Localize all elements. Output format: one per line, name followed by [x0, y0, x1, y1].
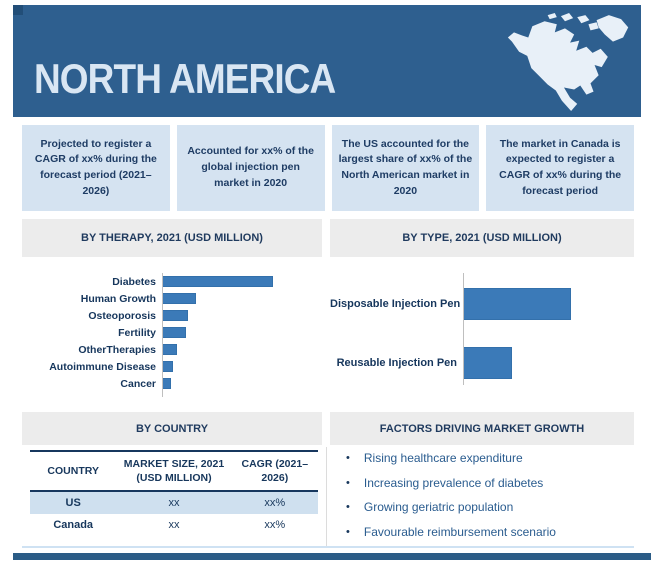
chart-row: Autoimmune Disease [22, 358, 322, 375]
bullet-icon: • [346, 501, 350, 514]
chart-label: Autoimmune Disease [49, 360, 156, 373]
page-title: NORTH AMERICA [34, 55, 336, 102]
country-table-row: US xx xx% [30, 491, 318, 515]
header-banner: NORTH AMERICA [13, 5, 641, 117]
section-title-by-therapy: BY THERAPY, 2021 (USD MILLION) [22, 219, 322, 257]
country-table-header-country: COUNTRY [47, 465, 99, 478]
therapy-bar-chart: Diabetes Human Growth Osteoporosis Fertilit… [22, 273, 322, 397]
chart-label: Disposable Injection Pen [330, 298, 461, 310]
stat-box-4: The market in Canada is expected to regi… [486, 125, 634, 211]
chart-bar [163, 378, 171, 389]
stat-box-3: The US accounted for the largest share o… [331, 125, 480, 211]
chart-row: Cancer [22, 375, 322, 392]
country-table-header: COUNTRY MARKET SIZE, 2021 (USD MILLION) … [30, 451, 318, 492]
section-title-by-type: BY TYPE, 2021 (USD MILLION) [330, 219, 634, 257]
chart-label: Human Growth [80, 292, 156, 305]
chart-bar [464, 347, 512, 379]
factor-item: • Rising healthcare expenditure [340, 451, 632, 465]
factor-text: Favourable reimbursement scenario [363, 525, 556, 540]
corner-accent-square [13, 5, 23, 15]
chart-row: Diabetes [22, 273, 322, 290]
chart-row: Fertility [22, 324, 322, 341]
country-table-row: Canada xx xx% [30, 514, 318, 536]
stat-boxes: Projected to register a CAGR of xx% duri… [22, 125, 634, 211]
table-cell: Canada [53, 519, 94, 532]
chart-label: Reusable Injection Pen [336, 357, 457, 369]
chart-bar [163, 327, 186, 338]
chart-label: Diabetes [112, 275, 156, 288]
factor-item: • Growing geriatric population [340, 501, 632, 514]
factors-list: • Rising healthcare expenditure • Increasin… [340, 451, 632, 551]
section-title-by-country: BY COUNTRY [22, 412, 322, 445]
chart-row: Human Growth [22, 290, 322, 307]
section-title-factors: FACTORS DRIVING MARKET GROWTH [330, 412, 634, 445]
bullet-icon: • [346, 476, 350, 489]
chart-row: OtherTherapies [22, 341, 322, 358]
column-divider [326, 447, 327, 547]
chart-bar [163, 344, 177, 355]
chart-row: Reusable Injection Pen [330, 347, 634, 379]
stat-box-2: Accounted for xx% of the global injectio… [176, 125, 325, 211]
type-chart-axis [463, 273, 464, 385]
chart-bar [163, 276, 273, 287]
factor-text: Increasing prevalence of diabetes [363, 475, 544, 490]
country-table: COUNTRY MARKET SIZE, 2021 (USD MILLION) … [30, 450, 318, 536]
bottom-accent-bar [13, 553, 651, 560]
table-cell: xx [168, 497, 180, 510]
chart-row: Disposable Injection Pen [330, 288, 634, 320]
bottom-separator-line [22, 546, 634, 548]
table-cell: xx% [264, 497, 286, 510]
chart-label: Cancer [120, 377, 156, 390]
factor-text: Growing geriatric population [363, 500, 514, 515]
table-cell: US [65, 497, 81, 510]
chart-bar [163, 310, 188, 321]
factor-item: • Favourable reimbursement scenario [340, 525, 632, 540]
chart-label: Fertility [118, 326, 156, 339]
chart-label: OtherTherapies [78, 343, 156, 356]
table-cell: xx [168, 519, 180, 532]
chart-row: Osteoporosis [22, 307, 322, 324]
type-bar-chart: Disposable Injection Pen Reusable Injecti… [330, 265, 634, 405]
therapy-chart-axis [162, 273, 163, 397]
country-table-header-market-size: MARKET SIZE, 2021 (USD MILLION) [123, 458, 225, 485]
factor-text: Rising healthcare expenditure [363, 451, 523, 465]
bullet-icon: • [346, 452, 350, 464]
factor-item: • Increasing prevalence of diabetes [340, 475, 632, 490]
chart-bar [163, 293, 196, 304]
table-cell: xx% [264, 519, 286, 532]
north-america-map-icon [507, 13, 629, 111]
stat-box-1: Projected to register a CAGR of xx% duri… [22, 125, 170, 211]
chart-label: Osteoporosis [88, 309, 156, 322]
bullet-icon: • [346, 526, 350, 539]
country-table-header-cagr: CAGR (2021–2026) [241, 458, 309, 485]
chart-bar [464, 288, 571, 320]
chart-bar [163, 361, 173, 372]
